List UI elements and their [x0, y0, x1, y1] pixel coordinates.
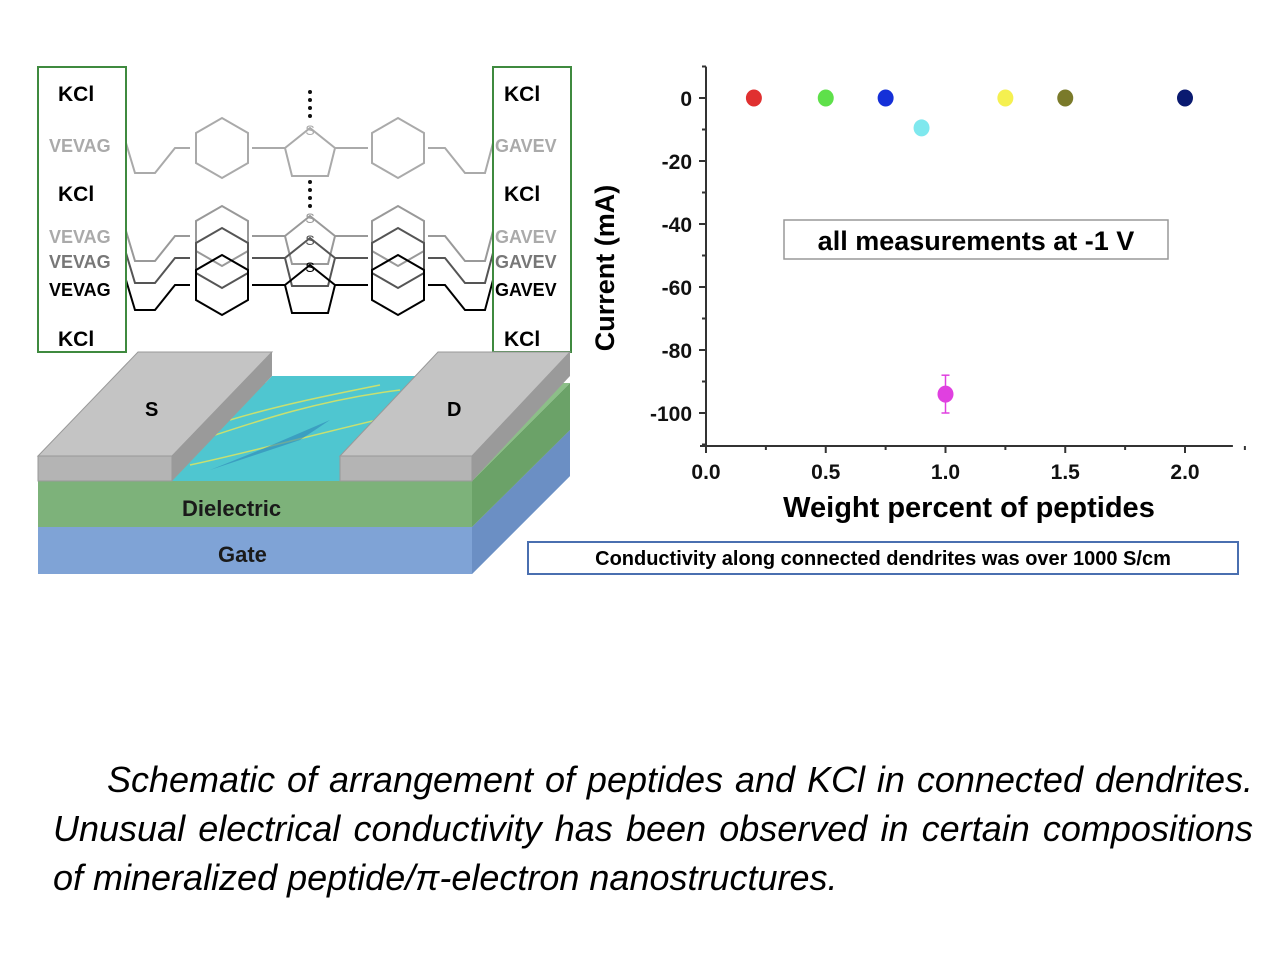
sulfur-label: S	[305, 122, 314, 138]
gate-label: Gate	[218, 542, 267, 567]
y-tick-label: -100	[650, 403, 692, 426]
annotation: all measurements at -1 V	[818, 226, 1135, 256]
sulfur-label: S	[305, 210, 314, 226]
dot	[308, 98, 312, 102]
x-tick-label: 1.5	[1051, 461, 1081, 484]
sulfur-label: S	[305, 259, 314, 275]
benzene-ring	[195, 204, 249, 268]
data-point	[937, 385, 954, 403]
current-chart: 0.0 0.5 1.0 1.5 2.0 0 -20 -40 -60 -80 -100 Weight …	[590, 65, 1246, 524]
left-label: KCl	[58, 183, 94, 206]
right-label: KCl	[504, 183, 540, 206]
right-label: GAVEV	[495, 136, 557, 156]
thiophene-ring	[283, 126, 337, 177]
conductivity-note-box	[527, 541, 1239, 575]
left-label: VEVAG	[49, 227, 111, 247]
y-tick-label: -20	[662, 151, 692, 174]
right-label: KCl	[504, 328, 540, 351]
dot	[308, 114, 312, 118]
drain-label: D	[447, 399, 461, 421]
dendrite-channel	[172, 376, 438, 481]
dielectric-label: Dielectric	[182, 496, 281, 521]
annotation-box	[783, 219, 1169, 260]
peptide-molecule: S	[125, 253, 494, 317]
data-point	[817, 89, 834, 107]
left-label: VEVAG	[49, 136, 111, 156]
peptide-molecule: S	[125, 116, 494, 180]
data-point	[997, 89, 1014, 107]
thiophene-ring	[283, 214, 337, 265]
benzene-ring	[195, 226, 249, 290]
benzene-ring	[371, 204, 425, 268]
left-label: KCl	[58, 83, 94, 106]
x-tick-label: 0.0	[691, 461, 720, 484]
right-label: GAVEV	[495, 280, 557, 300]
data-point	[1057, 89, 1074, 107]
data-point	[877, 89, 894, 107]
transistor-diagram: S D Dielectric Gate	[36, 351, 572, 574]
benzene-ring	[371, 116, 425, 180]
right-kcl-box	[492, 66, 572, 353]
right-label: GAVEV	[495, 227, 557, 247]
source-label: S	[145, 399, 158, 421]
y-tick-label: -80	[662, 340, 692, 363]
y-tick-label: -40	[662, 214, 692, 237]
dot	[308, 188, 312, 192]
x-tick-label: 0.5	[811, 461, 841, 484]
conductivity-note: Conductivity along connected dendrites w…	[595, 548, 1171, 570]
peptide-molecule: S	[125, 204, 494, 268]
data-point	[1177, 89, 1193, 107]
thiophene-ring	[283, 263, 337, 314]
y-tick-label: 0	[680, 88, 692, 111]
right-label: GAVEV	[495, 252, 557, 272]
dot	[308, 106, 312, 110]
sulfur-label: S	[305, 232, 314, 248]
left-label: VEVAG	[49, 280, 111, 300]
data-point	[745, 89, 762, 107]
dot	[308, 204, 312, 208]
caption: Schematic of arrangement of peptides and…	[53, 759, 1253, 898]
y-tick-label: -60	[662, 277, 692, 300]
x-tick-label: 1.0	[931, 461, 960, 484]
y-axis-label: Current (mA)	[590, 185, 620, 352]
benzene-ring	[371, 226, 425, 290]
x-tick-label: 2.0	[1170, 461, 1199, 484]
right-label: KCl	[504, 83, 540, 106]
left-kcl-box	[37, 66, 127, 353]
left-label: VEVAG	[49, 252, 111, 272]
dot	[308, 196, 312, 200]
benzene-ring	[195, 253, 249, 317]
left-label: KCl	[58, 328, 94, 351]
benzene-ring	[371, 253, 425, 317]
dot	[308, 180, 312, 184]
peptide-molecule: S	[125, 226, 494, 290]
x-axis-label: Weight percent of peptides	[783, 492, 1155, 524]
dot	[308, 90, 312, 94]
benzene-ring	[195, 116, 249, 180]
data-point	[913, 119, 930, 137]
